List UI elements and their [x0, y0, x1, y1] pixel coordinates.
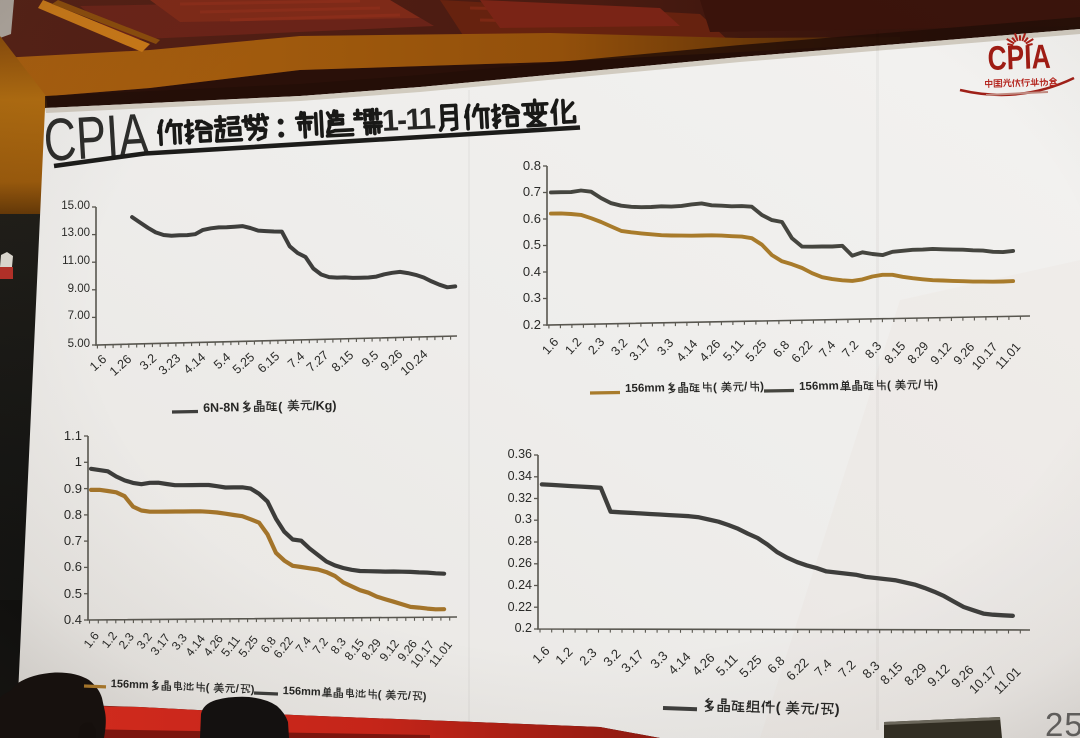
svg-text:CPIA: CPIA: [987, 38, 1051, 78]
